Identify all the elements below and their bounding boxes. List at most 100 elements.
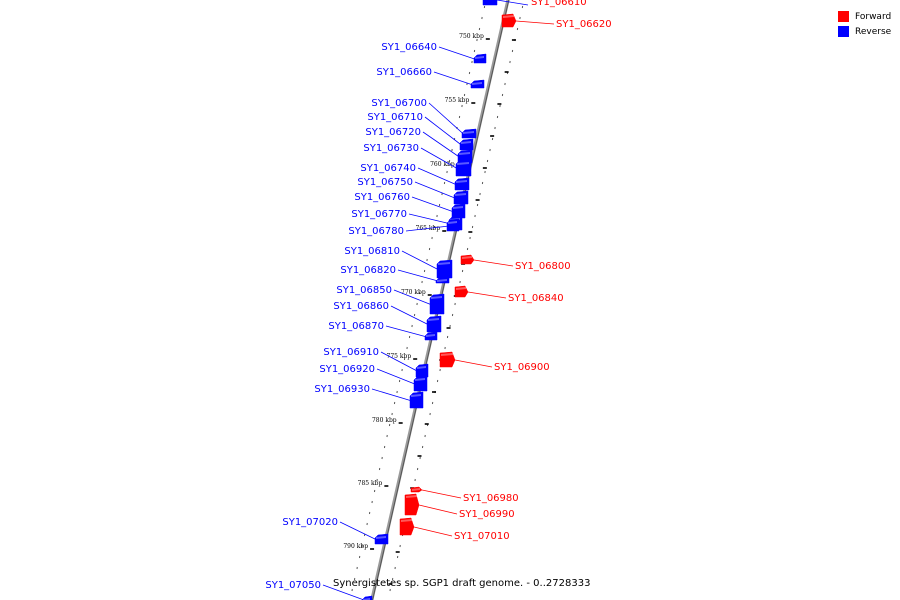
reverse-gene-glyph-highlight [417, 366, 426, 369]
reverse-gene-glyph [361, 595, 373, 600]
reverse-gene-glyph [436, 259, 453, 279]
reverse-gene-leader [433, 71, 474, 86]
reverse-gene-leader [390, 305, 430, 326]
forward-gene-leader [418, 504, 458, 515]
reverse-gene-leader [380, 351, 419, 372]
forward-gene-glyph [404, 493, 420, 516]
forward-gene-glyph [439, 351, 456, 368]
reverse-gene-leader [424, 116, 463, 146]
reverse-gene-leader [405, 225, 450, 232]
reverse-gene-glyph [473, 53, 487, 64]
forward-gene-label: SY1_07010 [454, 531, 510, 542]
reverse-gene-leader [414, 181, 457, 199]
minor-ticks [388, 39, 516, 585]
legend-forward-label: Forward [855, 11, 892, 22]
reverse-gene-glyph [446, 218, 460, 232]
reverse-gene-label: SY1_06850 [336, 285, 392, 296]
reverse-gene-glyph-highlight [428, 318, 439, 321]
forward-gene-glyph [460, 254, 475, 265]
reverse-gene-glyph-highlight [475, 56, 484, 59]
reverse-gene-glyph [429, 293, 445, 315]
reverse-swatch [838, 26, 849, 37]
reverse-gene-leader [411, 196, 455, 213]
forward-gene-glyph-highlight [406, 495, 417, 498]
forward-gene-leader [515, 20, 555, 25]
reverse-gene-leader [322, 584, 365, 600]
reverse-gene-glyph-highlight [457, 162, 469, 165]
reverse-gene-leader [376, 368, 417, 385]
reverse-gene-glyph-highlight [456, 180, 467, 183]
reverse-gene-glyph-highlight [472, 82, 482, 85]
reverse-gene-label: SY1_06860 [333, 301, 389, 312]
reverse-gene-glyph [482, 0, 498, 6]
reverse-gene-glyph-highlight [461, 141, 471, 144]
scale-tick-label: 760 kbp [430, 161, 455, 168]
forward-gene-leader [467, 291, 507, 299]
reverse-gene-glyph [409, 391, 424, 409]
scale-tick-label: 775 kbp [387, 353, 412, 360]
forward-gene-leader [454, 359, 493, 368]
forward-gene-label: SY1_06800 [515, 261, 571, 272]
scale-tick-label: 790 kbp [343, 543, 368, 550]
reverse-gene-glyph-highlight [376, 536, 386, 539]
forward-gene-label: SY1_06620 [556, 19, 612, 30]
reverse-gene-glyph-highlight [453, 206, 463, 209]
reverse-gene-label: SY1_06780 [348, 226, 404, 237]
forward-gene-label: SY1_06610 [531, 0, 587, 8]
reverse-gene-label: SY1_06870 [328, 321, 384, 332]
reverse-gene-label: SY1_06720 [365, 127, 421, 138]
reverse-gene-label: SY1_06760 [354, 192, 410, 203]
reverse-gene-glyph-highlight [411, 394, 421, 397]
reverse-gene-label: SY1_06910 [323, 347, 379, 358]
reverse-gene-leader [393, 289, 433, 306]
reverse-gene-glyph [457, 149, 473, 164]
reverse-gene-label: SY1_06710 [367, 112, 423, 123]
reverse-gene-label: SY1_06660 [376, 67, 432, 78]
reverse-gene-label: SY1_06740 [360, 163, 416, 174]
reverse-gene-label: SY1_06750 [357, 177, 413, 188]
scale-tick-label: 750 kbp [459, 33, 484, 40]
reverse-gene-leader [401, 250, 440, 271]
forward-gene-glyph [399, 517, 415, 536]
reverse-gene-leader [496, 0, 529, 6]
reverse-gene-glyph-highlight [463, 131, 474, 134]
forward-gene-glyph [501, 13, 517, 28]
reverse-gene-glyph [435, 276, 450, 284]
forward-gene-label: SY1_06840 [508, 293, 564, 304]
forward-gene-glyph-highlight [412, 488, 420, 491]
reverse-gene-glyph-highlight [426, 334, 435, 337]
scale-tick-label: 780 kbp [372, 417, 397, 424]
reverse-gene-label: SY1_06640 [381, 42, 437, 53]
reverse-gene-glyph [459, 138, 474, 151]
reverse-gene-glyph [461, 128, 477, 139]
reverse-gene-glyph [426, 315, 442, 333]
reverse-gene-glyph-highlight [455, 193, 466, 196]
forward-gene-leader [421, 489, 462, 499]
forward-gene-leader [473, 259, 514, 267]
legend-reverse: Reverse [838, 24, 891, 39]
forward-swatch [838, 11, 849, 22]
forward-gene-glyph-highlight [456, 287, 466, 290]
forward-gene-label: SY1_06980 [463, 493, 519, 504]
scale-tick-label: 755 kbp [445, 97, 470, 104]
reverse-gene-glyph-highlight [431, 296, 442, 299]
reverse-gene-leader [417, 167, 458, 186]
reverse-gene-glyph [453, 190, 469, 205]
reverse-gene-label: SY1_07050 [265, 580, 321, 591]
forward-gene-label: SY1_06900 [494, 362, 550, 373]
forward-gene-glyph-highlight [503, 15, 514, 18]
reverse-gene-glyph [424, 331, 438, 341]
reverse-gene-leader [428, 102, 465, 135]
reverse-gene-label: SY1_06820 [340, 265, 396, 276]
reverse-gene-leader [371, 388, 413, 402]
reverse-gene-glyph-highlight [459, 152, 470, 155]
reverse-gene-label: SY1_06810 [344, 246, 400, 257]
reverse-gene-glyph-highlight [438, 262, 450, 265]
reverse-gene-leader [420, 147, 459, 170]
reverse-gene-glyph [451, 203, 466, 219]
reverse-gene-leader [397, 269, 439, 282]
reverse-gene-label: SY1_07020 [282, 517, 338, 528]
forward-gene-leader [413, 526, 453, 537]
reverse-gene-leader [385, 325, 428, 338]
